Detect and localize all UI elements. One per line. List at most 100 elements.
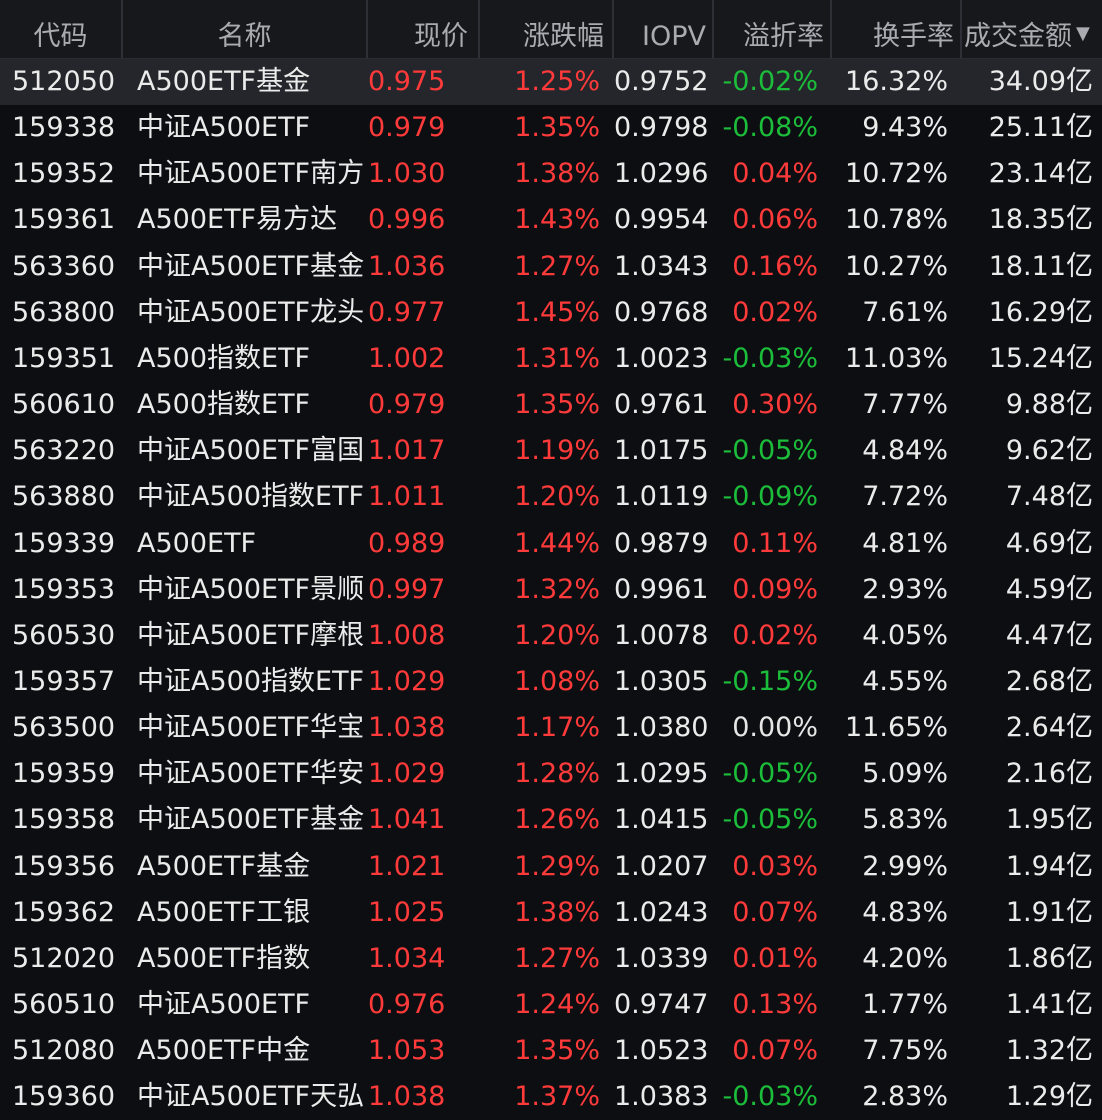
table-row[interactable]: 159358 中证A500ETF基金 1.041 1.26% 1.0415 -0.05% 5…: [0, 797, 1102, 843]
header-iopv[interactable]: IOPV: [614, 0, 714, 60]
row-name: A500指数ETF: [137, 342, 311, 374]
row-code: 159352: [12, 158, 116, 190]
table-row[interactable]: 159339 A500ETF 0.989 1.44% 0.9879 0.11% 4.81% 4…: [0, 521, 1102, 567]
row-iopv: 0.9768: [614, 296, 709, 328]
header-amount[interactable]: 成交金额 ▼: [962, 0, 1102, 60]
row-name: A500ETF中金: [137, 1035, 311, 1067]
row-change-pct: 1.35%: [514, 389, 600, 421]
header-code[interactable]: 代码: [0, 0, 123, 60]
row-amount: 23.14亿: [988, 158, 1093, 190]
table-row[interactable]: 563360 中证A500ETF基金 1.036 1.27% 1.0343 0.16% 10…: [0, 244, 1102, 290]
row-name: 中证A500ETF南方: [137, 158, 365, 190]
row-iopv: 0.9961: [614, 573, 709, 605]
row-turnover: 7.77%: [862, 389, 948, 421]
row-code: 159356: [12, 850, 116, 882]
table-row[interactable]: 563500 中证A500ETF华宝 1.038 1.17% 1.0380 0.00% 11…: [0, 705, 1102, 751]
row-turnover: 4.55%: [862, 665, 948, 697]
row-price: 0.996: [368, 204, 446, 236]
table-row[interactable]: 560510 中证A500ETF 0.976 1.24% 0.9747 0.13% 1.77…: [0, 982, 1102, 1028]
table-row[interactable]: 159338 中证A500ETF 0.979 1.35% 0.9798 -0.08% 9.4…: [0, 105, 1102, 151]
row-iopv: 1.0415: [614, 804, 709, 836]
row-amount: 4.69亿: [1005, 527, 1093, 559]
row-price: 1.036: [368, 250, 446, 282]
row-turnover: 2.99%: [862, 850, 948, 882]
table-row[interactable]: 159361 A500ETF易方达 0.996 1.43% 0.9954 0.06% 10.…: [0, 197, 1102, 243]
header-turnover[interactable]: 换手率: [832, 0, 962, 60]
row-iopv: 0.9879: [614, 527, 709, 559]
row-iopv: 0.9747: [614, 989, 709, 1020]
table-row[interactable]: 560530 中证A500ETF摩根 1.008 1.20% 1.0078 0.02% 4.…: [0, 613, 1102, 659]
row-change-pct: 1.25%: [514, 66, 600, 97]
row-amount: 1.95亿: [1005, 804, 1093, 836]
row-name: 中证A500ETF富国: [137, 435, 365, 467]
row-turnover: 4.84%: [862, 435, 948, 467]
row-price: 1.008: [368, 619, 446, 651]
row-turnover: 5.83%: [862, 804, 948, 836]
row-name: 中证A500ETF龙头: [137, 296, 365, 328]
row-code: 512050: [12, 66, 116, 97]
table-row[interactable]: 563880 中证A500指数ETF 1.011 1.20% 1.0119 -0.09% 7…: [0, 474, 1102, 520]
row-amount: 2.16亿: [1005, 758, 1093, 790]
row-price: 1.030: [368, 158, 446, 190]
header-change-pct[interactable]: 涨跌幅: [480, 0, 614, 60]
row-turnover: 7.75%: [862, 1035, 948, 1067]
table-row[interactable]: 159357 中证A500指数ETF 1.029 1.08% 1.0305 -0.15% 4…: [0, 659, 1102, 705]
row-code: 159357: [12, 665, 116, 697]
row-iopv: 1.0339: [614, 942, 709, 974]
row-turnover: 2.83%: [862, 1081, 948, 1113]
row-turnover: 10.78%: [845, 204, 948, 236]
row-change-pct: 1.35%: [514, 112, 600, 144]
table-row[interactable]: 159359 中证A500ETF华安 1.029 1.28% 1.0295 -0.05% 5…: [0, 751, 1102, 797]
row-name: A500ETF基金: [137, 66, 311, 97]
table-row[interactable]: 512080 A500ETF中金 1.053 1.35% 1.0523 0.07% 7.75…: [0, 1028, 1102, 1074]
row-price: 1.029: [368, 758, 446, 790]
row-amount: 9.88亿: [1005, 389, 1093, 421]
table-row[interactable]: 563800 中证A500ETF龙头 0.977 1.45% 0.9768 0.02% 7.…: [0, 290, 1102, 336]
row-change-pct: 1.43%: [514, 204, 600, 236]
row-iopv: 1.0383: [614, 1081, 709, 1113]
row-iopv: 1.0119: [614, 481, 709, 513]
header-price[interactable]: 现价: [368, 0, 480, 60]
row-name: 中证A500ETF天弘: [137, 1081, 365, 1113]
table-row[interactable]: 512020 A500ETF指数 1.034 1.27% 1.0339 0.01% 4.20…: [0, 936, 1102, 982]
row-iopv: 1.0380: [614, 712, 709, 744]
row-name: 中证A500ETF华安: [137, 758, 365, 790]
row-iopv: 1.0078: [614, 619, 709, 651]
sort-descending-icon[interactable]: ▼: [1076, 23, 1090, 44]
row-iopv: 1.0207: [614, 850, 709, 882]
row-change-pct: 1.38%: [514, 896, 600, 928]
row-premium: 0.11%: [732, 527, 818, 559]
row-price: 0.997: [368, 573, 446, 605]
header-name[interactable]: 名称: [123, 0, 368, 60]
row-amount: 1.91亿: [1005, 896, 1093, 928]
table-row[interactable]: 512050 A500ETF基金 0.975 1.25% 0.9752 -0.02% 16.…: [0, 59, 1102, 105]
row-change-pct: 1.38%: [514, 158, 600, 190]
table-row[interactable]: 563220 中证A500ETF富国 1.017 1.19% 1.0175 -0.05% 4…: [0, 428, 1102, 474]
table-row[interactable]: 159351 A500指数ETF 1.002 1.31% 1.0023 -0.03% 11.…: [0, 336, 1102, 382]
table-row[interactable]: 159360 中证A500ETF天弘 1.038 1.37% 1.0383 -0.03% 2…: [0, 1074, 1102, 1120]
row-turnover: 4.83%: [862, 896, 948, 928]
row-turnover: 11.65%: [845, 712, 948, 744]
row-amount: 1.94亿: [1005, 850, 1093, 882]
row-premium: 0.06%: [732, 204, 818, 236]
row-price: 0.979: [368, 389, 446, 421]
row-premium: 0.04%: [732, 158, 818, 190]
table-row[interactable]: 159353 中证A500ETF景顺 0.997 1.32% 0.9961 0.09% 2.…: [0, 567, 1102, 613]
row-price: 1.038: [368, 712, 446, 744]
row-premium: -0.05%: [722, 435, 818, 467]
row-code: 159351: [12, 342, 116, 374]
row-turnover: 5.09%: [862, 758, 948, 790]
row-code: 512020: [12, 942, 116, 974]
header-premium[interactable]: 溢折率: [714, 0, 832, 60]
table-row[interactable]: 560610 A500指数ETF 0.979 1.35% 0.9761 0.30% 7.77…: [0, 382, 1102, 428]
row-iopv: 1.0295: [614, 758, 709, 790]
row-code: 159360: [12, 1081, 116, 1113]
row-change-pct: 1.26%: [514, 804, 600, 836]
table-row[interactable]: 159352 中证A500ETF南方 1.030 1.38% 1.0296 0.04% 10…: [0, 151, 1102, 197]
table-header: 代码 名称 现价 涨跌幅 IOPV 溢折率 换手率 成交金额 ▼: [0, 0, 1102, 60]
row-iopv: 1.0175: [614, 435, 709, 467]
table-row[interactable]: 159362 A500ETF工银 1.025 1.38% 1.0243 0.07% 4.83…: [0, 890, 1102, 936]
table-row[interactable]: 159356 A500ETF基金 1.021 1.29% 1.0207 0.03% 2.99…: [0, 844, 1102, 890]
row-premium: -0.15%: [722, 665, 818, 697]
row-name: 中证A500ETF基金: [137, 804, 365, 836]
